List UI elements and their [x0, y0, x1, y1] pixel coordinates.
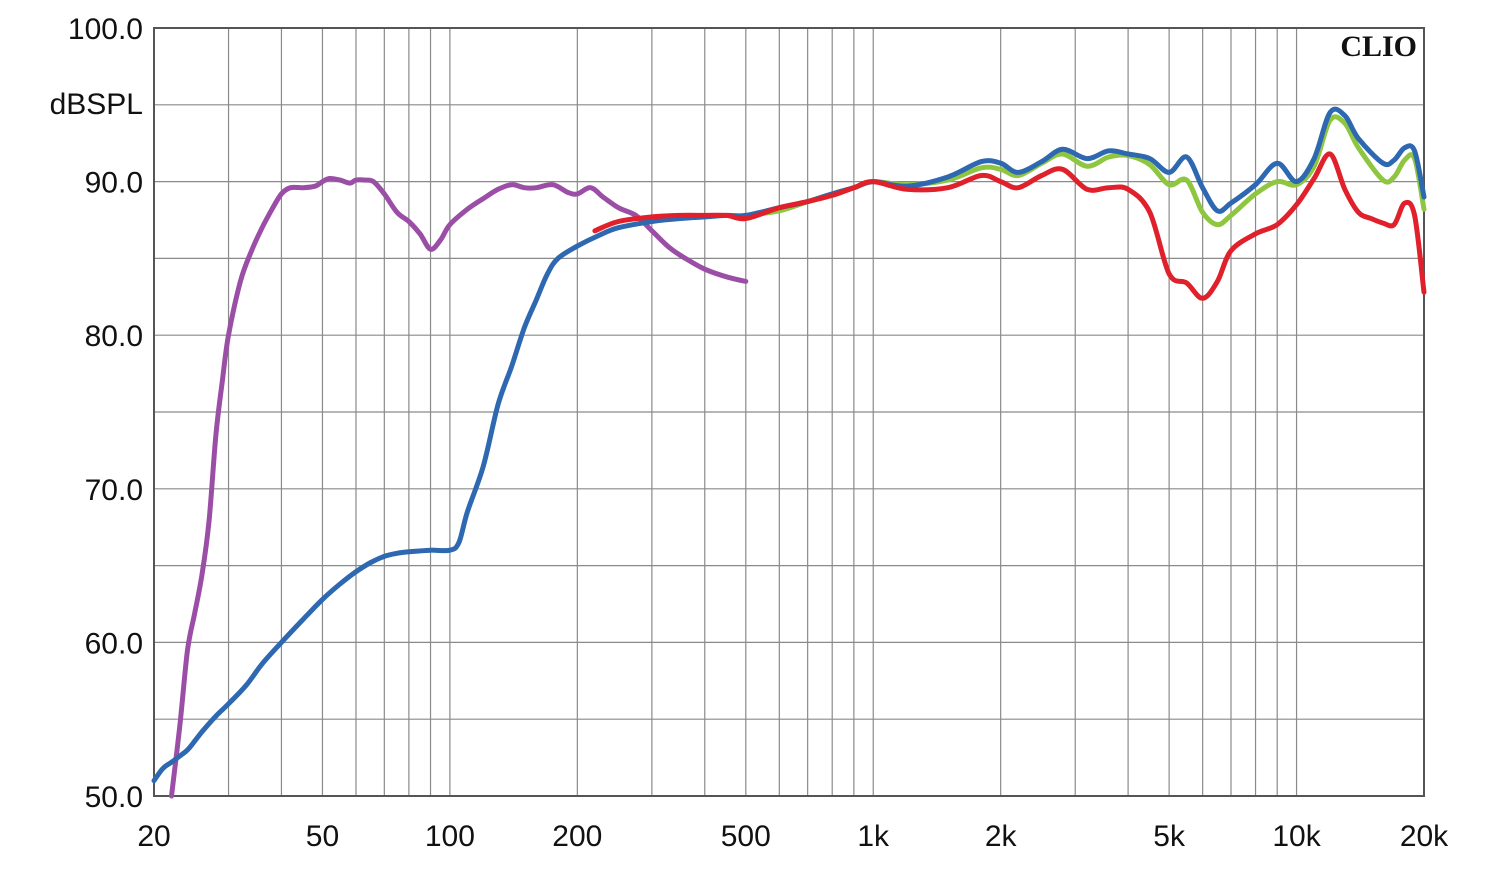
series-line-4: [592, 151, 1427, 301]
x-tick-label: 5k: [1153, 820, 1186, 853]
x-tick-label: 50: [306, 820, 339, 853]
y-tick-label: 90.0: [85, 167, 143, 200]
x-tick-label: 20k: [1400, 820, 1449, 853]
x-tick-label: 1k: [857, 820, 890, 853]
plot-frame: [153, 27, 1425, 797]
y-tick-label: 60.0: [85, 627, 143, 660]
grid-lines: [154, 28, 1424, 796]
y-axis-ticks: 100.0 90.0 80.0 70.0 60.0 50.0: [68, 13, 143, 814]
x-tick-label: 200: [552, 820, 602, 853]
x-axis-ticks: 20 50 100 200 500 1k 2k 5k 10k 20k: [137, 820, 1449, 853]
series-layer: [151, 106, 1427, 799]
series-line-2: [169, 175, 749, 799]
y-tick-label: 50.0: [85, 781, 143, 814]
x-tick-label: 10k: [1272, 820, 1321, 853]
x-tick-label: 500: [721, 820, 771, 853]
x-tick-label: 2k: [985, 820, 1018, 853]
x-tick-label: 100: [425, 820, 475, 853]
y-tick-label: 80.0: [85, 320, 143, 353]
clio-brand-label: CLIO: [1340, 30, 1417, 63]
x-tick-label: 20: [137, 820, 170, 853]
y-axis-unit-label: dBSPL: [50, 88, 143, 121]
y-tick-label: 100.0: [68, 13, 143, 46]
y-tick-label: 70.0: [85, 474, 143, 507]
